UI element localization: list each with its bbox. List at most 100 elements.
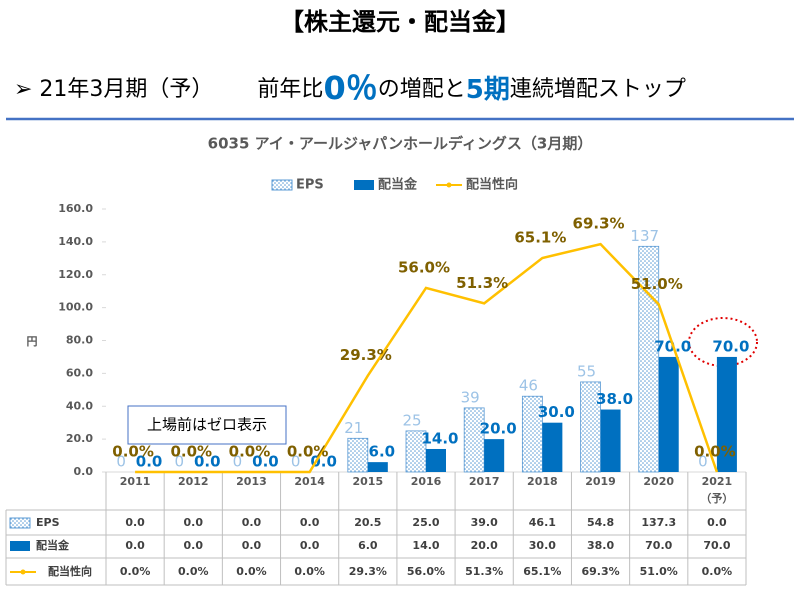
table-cell: 0.0%: [294, 565, 325, 578]
table-cell: 39.0: [471, 516, 498, 529]
table-cell: 29.3%: [349, 565, 387, 578]
bar: [658, 356, 679, 472]
data-label: 39: [461, 388, 480, 406]
data-label: 0.0: [194, 453, 221, 471]
data-label: 0.0%: [694, 443, 736, 461]
table-cell: 54.8: [587, 516, 614, 529]
table-cell: 20.5: [354, 516, 381, 529]
table-cell: 0.0: [300, 516, 320, 529]
y-tick-label: 40.0: [66, 399, 93, 412]
data-label: 70.0: [712, 337, 749, 355]
legend-swatch: [446, 182, 452, 188]
table-cell: 0.0: [125, 539, 145, 552]
data-label: 0.0: [252, 453, 279, 471]
table-cell: 56.0%: [407, 565, 445, 578]
data-label: 0: [698, 453, 708, 471]
x-tick-label: 2011: [120, 475, 151, 488]
x-tick-label: 2013: [236, 475, 267, 488]
data-label: 0.0%: [287, 443, 329, 461]
bar: [463, 407, 485, 473]
table-cell: 0.0: [184, 539, 204, 552]
table-cell: 0.0%: [236, 565, 267, 578]
subtitle: ➢ 21年3月期（予） 前年比0％の増配と5期連続増配ストップ: [14, 69, 686, 107]
data-label: 0: [233, 453, 243, 471]
table-row-label: EPS: [36, 516, 60, 529]
table-cell: 51.0%: [640, 565, 678, 578]
data-label: 20.0: [480, 420, 517, 438]
table-row-label: 配当性向: [48, 564, 92, 578]
bar: [716, 356, 737, 472]
table-cell: 0.0%: [178, 565, 209, 578]
x-tick-label: 2015: [353, 475, 384, 488]
data-label: 30.0: [538, 403, 575, 421]
bar: [367, 462, 388, 472]
table-cell: 69.3%: [581, 565, 619, 578]
x-tick-label: 2014: [294, 475, 325, 488]
table-cell: 51.3%: [465, 565, 503, 578]
data-label: 0.0%: [229, 443, 271, 461]
data-label: 21: [344, 419, 363, 437]
x-tick-label: 2018: [527, 475, 558, 488]
x-tick-label: 2021 （予）: [700, 475, 733, 505]
bar: [600, 409, 621, 472]
bar: [347, 437, 369, 473]
legend-swatch: [20, 569, 26, 575]
x-tick-label: 2019: [585, 475, 616, 488]
slide-title: 【株主還元・配当金】: [280, 8, 520, 36]
legend-swatch: [10, 541, 30, 551]
y-tick-label: 140.0: [58, 235, 93, 248]
y-tick-label: 80.0: [66, 334, 93, 347]
table-cell: 70.0: [645, 539, 672, 552]
line: [135, 242, 719, 474]
data-label: 38.0: [596, 390, 633, 408]
x-tick-label: 2016: [411, 475, 442, 488]
data-label: 65.1%: [514, 228, 566, 246]
table-cell: 25.0: [412, 516, 439, 529]
data-label: 51.3%: [456, 274, 508, 292]
table-cell: 30.0: [529, 539, 556, 552]
subtitle-part: 連続増配ストップ: [510, 77, 686, 102]
table-cell: 0.0: [125, 516, 145, 529]
legend-swatch: [354, 180, 374, 190]
data-label: 0: [174, 453, 184, 471]
table-cell: 14.0: [412, 539, 439, 552]
legend-label: EPS: [296, 178, 324, 193]
table-cell: 70.0: [703, 539, 730, 552]
data-label: 6.0: [369, 443, 396, 461]
y-tick-label: 0.0: [74, 465, 94, 478]
data-label: 0.0: [310, 453, 337, 471]
bar: [426, 448, 446, 472]
y-tick-label: 160.0: [58, 202, 93, 215]
data-label: 55: [577, 362, 596, 380]
table-cell: 0.0: [242, 516, 262, 529]
data-label: 0.0: [136, 453, 163, 471]
data-label: 0.0%: [170, 443, 212, 461]
table-cell: 0.0: [242, 539, 262, 552]
legend-swatch: [9, 517, 31, 529]
subtitle-part: 5期: [466, 75, 510, 105]
data-label: 0: [116, 453, 126, 471]
table-cell: 46.1: [529, 516, 556, 529]
annotation: 上場前はゼロ表示: [147, 416, 267, 434]
x-tick-label: 2012: [178, 475, 209, 488]
table-cell: 0.0: [184, 516, 204, 529]
table-cell: 0.0%: [702, 565, 733, 578]
table-cell: 0.0: [707, 516, 727, 529]
y-tick-label: 20.0: [66, 432, 93, 445]
table-cell: 65.1%: [523, 565, 561, 578]
table-cell: 0.0%: [120, 565, 151, 578]
bar: [484, 439, 505, 472]
table-cell: 6.0: [358, 539, 378, 552]
legend-swatch: [271, 179, 293, 191]
y-tick-label: 120.0: [58, 268, 93, 281]
table-row-label: 配当金: [36, 538, 70, 552]
data-label: 25: [402, 411, 421, 429]
data-label: 29.3%: [340, 346, 392, 364]
data-label: 56.0%: [398, 258, 450, 276]
data-label: 51.0%: [631, 275, 683, 293]
data-label: 0: [291, 453, 301, 471]
legend-label: 配当性向: [466, 177, 518, 193]
y-tick-label: 100.0: [58, 301, 93, 314]
bar: [542, 422, 563, 472]
table-cell: 137.3: [641, 516, 676, 529]
